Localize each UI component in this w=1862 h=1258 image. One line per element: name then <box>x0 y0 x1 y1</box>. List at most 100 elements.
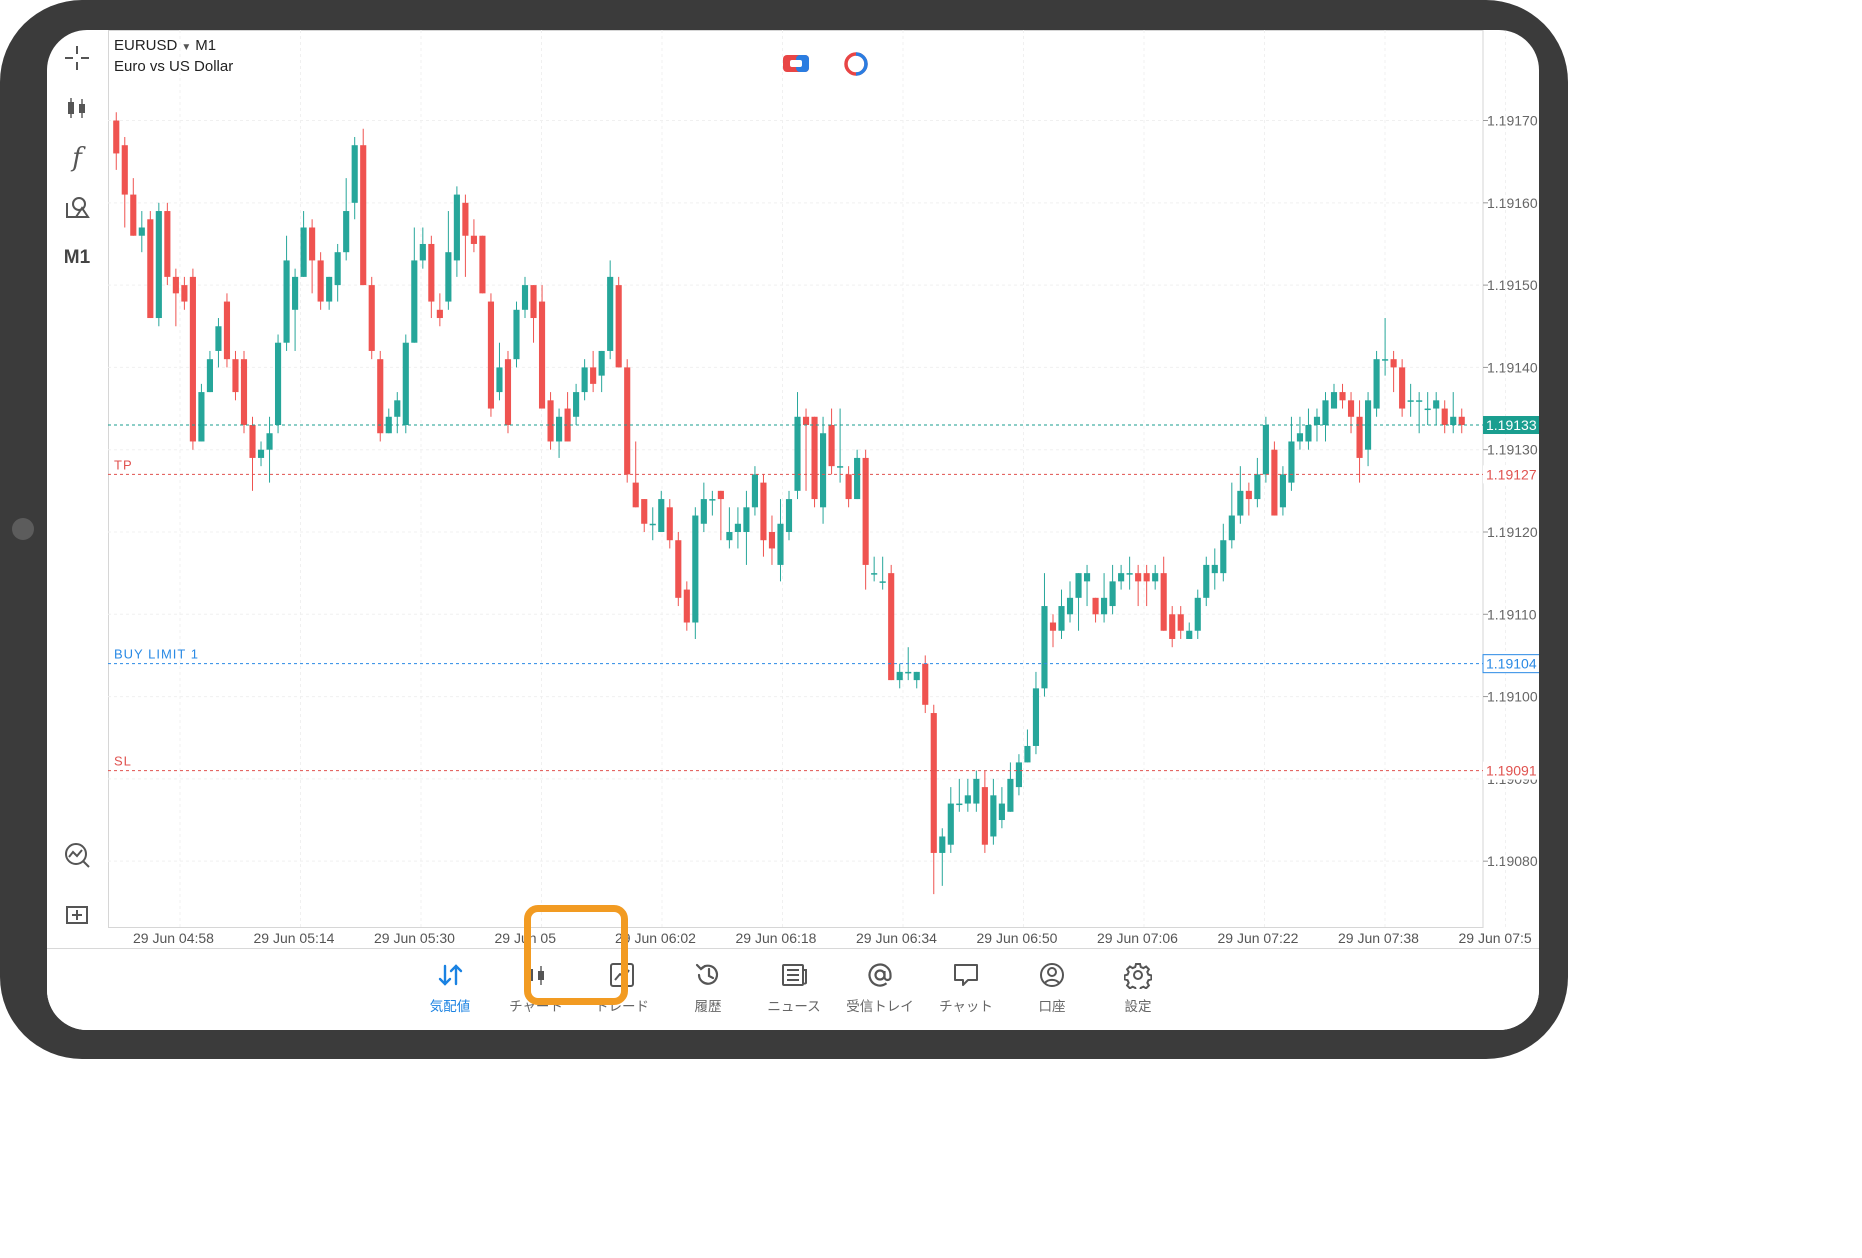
price-line-label: BUY LIMIT 1 <box>114 647 199 662</box>
symbol-header[interactable]: EURUSD ▼ M1 Euro vs US Dollar <box>114 36 233 76</box>
nav-quotes[interactable]: 気配値 <box>407 959 493 1023</box>
x-tick-label: 29 Jun 07:38 <box>1338 930 1419 946</box>
symbol-dropdown-icon: ▼ <box>181 42 192 53</box>
candle-body <box>164 211 171 277</box>
candle-body <box>249 425 256 458</box>
candle-body <box>837 466 844 468</box>
x-tick-label: 29 Jun 07:5 <box>1459 930 1532 946</box>
candle-body <box>351 145 358 203</box>
candle-body <box>675 540 682 598</box>
candle-body <box>496 367 503 393</box>
candle-body <box>130 194 137 236</box>
nav-label: ニュース <box>767 999 821 1014</box>
signal-status-icon[interactable] <box>842 52 870 81</box>
y-tick-label: 1.19160 <box>1487 195 1538 211</box>
candle-body <box>1407 400 1414 402</box>
candle-body <box>121 145 128 195</box>
nav-news[interactable]: ニュース <box>751 959 837 1023</box>
candle-body <box>947 803 954 845</box>
candle-body <box>113 120 120 154</box>
candle-body <box>632 482 639 508</box>
candle-body <box>1356 416 1363 458</box>
candle-body <box>1049 622 1057 631</box>
candle-body <box>709 499 716 501</box>
candle-body <box>232 359 239 393</box>
candle-body <box>462 202 469 236</box>
candle-body <box>768 531 776 549</box>
candle-body <box>1441 408 1448 426</box>
indicators-icon[interactable]: f <box>72 143 82 173</box>
candle-body <box>828 425 835 467</box>
x-tick-label: 29 Jun 06:18 <box>736 930 817 946</box>
candle-body <box>138 227 145 236</box>
symbol-name: EURUSD <box>114 37 178 54</box>
candle-body <box>1143 573 1150 582</box>
candle-body <box>905 671 912 674</box>
nav-history[interactable]: 履歴 <box>665 959 751 1023</box>
candle-body <box>700 499 707 524</box>
candle-body <box>658 499 665 532</box>
candle-body <box>683 589 690 623</box>
nav-chat[interactable]: チャット <box>923 959 1009 1023</box>
candle-body <box>734 523 741 532</box>
symbol-timeframe: M1 <box>195 37 217 54</box>
candle-body <box>530 285 537 319</box>
candle-body <box>377 359 384 434</box>
candle-body <box>1322 400 1329 426</box>
candle-body <box>1169 614 1176 639</box>
candle-body <box>1066 597 1074 615</box>
chart-area[interactable]: 1.19170 1.19160 1.19150 1.19140 1.19130 1.191… <box>108 30 1539 948</box>
x-tick-label: 29 Jun 04:58 <box>133 930 214 946</box>
nav-settings[interactable]: 設定 <box>1095 959 1181 1023</box>
candle-body <box>513 309 520 360</box>
signals-icon[interactable] <box>59 837 95 873</box>
candle-body <box>1015 762 1022 788</box>
candle-body <box>581 367 588 393</box>
nav-account[interactable]: 口座 <box>1009 959 1095 1023</box>
one-click-trading-icon[interactable] <box>782 52 810 79</box>
candle-body <box>990 795 997 837</box>
history-icon <box>665 959 751 991</box>
price-line-tag <box>1483 465 1539 484</box>
candle-body <box>1177 614 1184 631</box>
x-tick-label: 29 Jun 07:06 <box>1097 930 1178 946</box>
candle-body <box>1211 564 1218 574</box>
chart-type-icon[interactable] <box>59 90 95 126</box>
price-line-value: 1.19127 <box>1486 466 1537 482</box>
candle-body <box>521 285 529 310</box>
candle-body <box>1058 606 1065 631</box>
candle-body <box>343 211 350 253</box>
candlestick-chart[interactable]: 1.19170 1.19160 1.19150 1.19140 1.19130 1.191… <box>108 30 1539 948</box>
x-tick-label: 29 Jun 06:34 <box>856 930 937 946</box>
price-line-tag <box>1483 416 1539 435</box>
nav-mailbox[interactable]: 受信トレイ <box>837 959 923 1023</box>
candle-body <box>1194 597 1201 631</box>
candle-body <box>360 145 367 286</box>
objects-icon[interactable] <box>59 190 95 226</box>
candle-body <box>1296 433 1304 442</box>
candle-body <box>326 276 333 302</box>
left-toolbar: f M1 <box>47 30 107 948</box>
trade-tab-highlight <box>524 905 628 1005</box>
candle-body <box>1271 449 1278 516</box>
candle-body <box>845 474 852 500</box>
y-tick-label: 1.19170 <box>1487 113 1538 129</box>
candle-body <box>1126 573 1133 575</box>
price-line-value: 1.19091 <box>1486 763 1537 779</box>
candle-body <box>1279 474 1286 508</box>
candle-body <box>547 400 554 442</box>
crosshair-icon[interactable] <box>59 40 95 76</box>
candle-body <box>428 243 435 302</box>
timeframe-button[interactable]: M1 <box>63 247 91 268</box>
new-order-icon[interactable] <box>59 896 95 932</box>
candle-body <box>1007 778 1014 812</box>
candle-body <box>206 359 213 393</box>
candle-body <box>402 342 409 426</box>
candle-body <box>1339 392 1346 401</box>
candle-body <box>1220 540 1227 574</box>
camera-dot <box>12 518 34 540</box>
candle-body <box>1330 392 1338 409</box>
candle-body <box>172 276 179 294</box>
candle-body <box>743 507 750 532</box>
candle-body <box>726 531 733 541</box>
